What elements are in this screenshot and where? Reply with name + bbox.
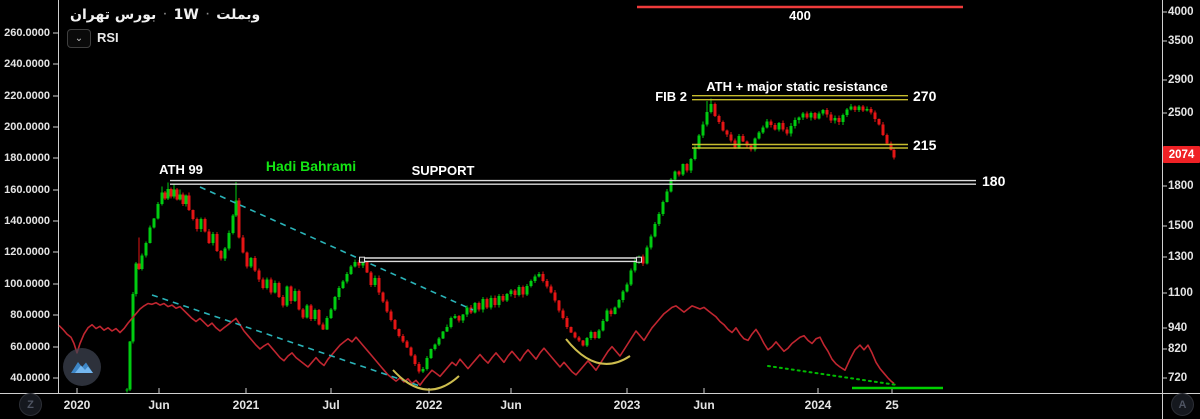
title-symbol: وبملت bbox=[216, 7, 261, 23]
rsi-indicator-label: RSI bbox=[97, 30, 119, 45]
drawing-rounding-bottom-2 bbox=[565, 338, 631, 365]
drawing-handle bbox=[359, 256, 365, 263]
corner-badge-z: Z bbox=[19, 393, 42, 416]
title-separator: · bbox=[205, 10, 210, 20]
drawing-rsi-support-dotted bbox=[767, 365, 898, 386]
drawing-wedge-lower bbox=[151, 294, 421, 387]
mountain-logo-icon[interactable] bbox=[63, 348, 101, 386]
chevron-down-icon: ⌄ bbox=[74, 33, 84, 44]
drawing-rounding-bottom-1 bbox=[392, 369, 460, 391]
current-price-label: 2074 bbox=[1163, 146, 1200, 163]
chart-title: بورس تهران · 1W · وبملت bbox=[70, 7, 260, 23]
drawing-handle bbox=[636, 256, 642, 263]
title-exchange: بورس تهران bbox=[70, 7, 157, 23]
corner-badge-a: A bbox=[1171, 393, 1194, 416]
candles-layer bbox=[125, 98, 896, 393]
title-separator: · bbox=[163, 10, 167, 20]
rsi-line bbox=[58, 301, 895, 386]
rsi-dropdown-button[interactable]: ⌄ bbox=[67, 29, 91, 48]
drawing-wedge-upper bbox=[199, 186, 474, 311]
title-timeframe: 1W bbox=[173, 7, 199, 23]
